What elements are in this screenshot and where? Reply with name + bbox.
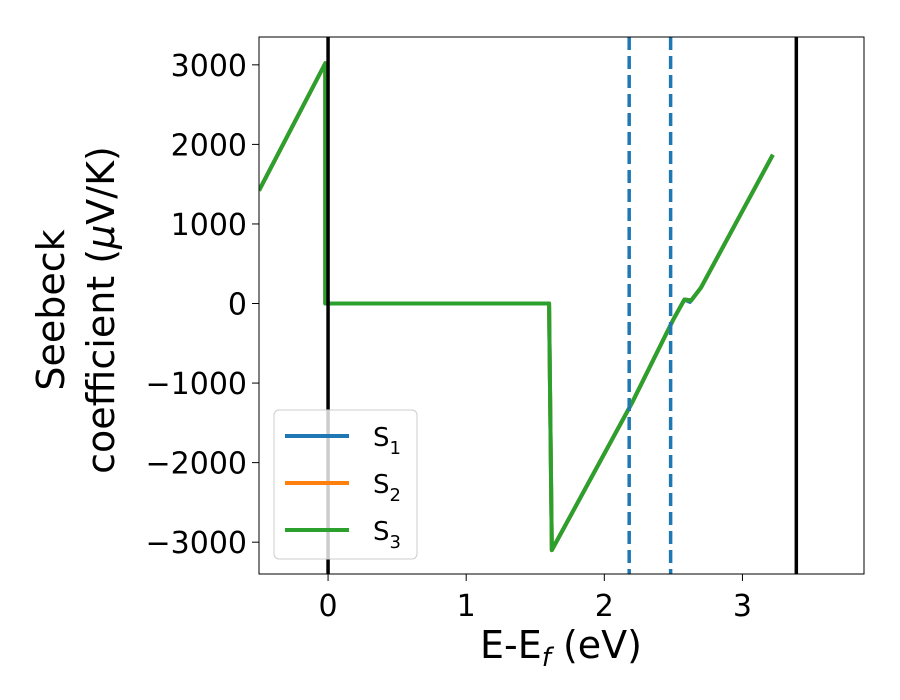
y-axis-ticks: −3000 −2000 −1000 0 1000 2000 3000 xyxy=(146,49,259,561)
y-tick-label: 0 xyxy=(228,288,247,323)
series-line-s3 xyxy=(259,61,775,553)
y-axis-label: Seebeck coefficient (μV/K) xyxy=(29,146,123,474)
y-axis-label-line2: coefficient (μV/K) xyxy=(79,146,123,474)
x-tick-label: 3 xyxy=(733,589,752,624)
y-tick-label: 1000 xyxy=(171,208,247,243)
legend: S1 S2 S3 xyxy=(273,409,418,560)
x-axis-ticks: 0 1 2 3 xyxy=(319,574,752,624)
y-tick-label: −3000 xyxy=(146,526,247,561)
y-axis-label-line1: Seebeck xyxy=(29,229,73,390)
y-tick-label: −2000 xyxy=(146,447,247,482)
x-tick-label: 1 xyxy=(457,589,476,624)
series-layer xyxy=(259,61,775,553)
legend-label-s1: S1 xyxy=(373,423,401,459)
y-tick-label: 3000 xyxy=(171,49,247,84)
legend-label-s3: S3 xyxy=(373,517,401,553)
x-tick-label: 2 xyxy=(595,589,614,624)
plot-frame xyxy=(258,36,865,575)
legend-label-s2: S2 xyxy=(373,470,401,506)
x-axis-label: E-Ef (eV) xyxy=(480,623,642,673)
y-tick-label: 2000 xyxy=(171,128,247,163)
y-tick-label: −1000 xyxy=(146,367,247,402)
x-tick-label: 0 xyxy=(319,589,338,624)
